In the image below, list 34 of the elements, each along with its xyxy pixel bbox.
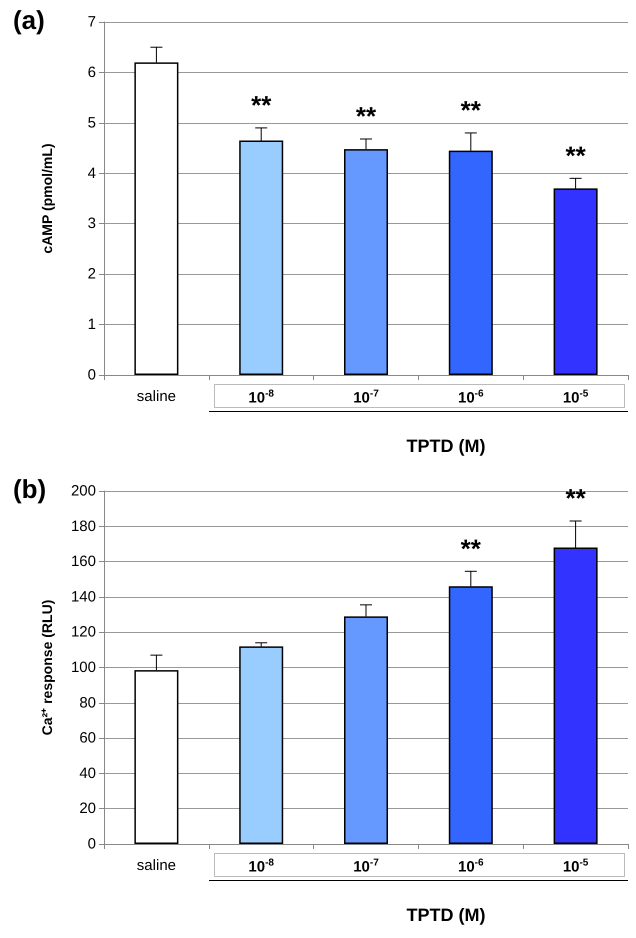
y-tick-label: 160 <box>70 553 96 570</box>
chart-title: (b) <box>13 474 46 504</box>
y-tick-label: 0 <box>88 836 96 852</box>
y-tick-label: 60 <box>79 730 96 747</box>
y-tick-label: 0 <box>88 366 96 384</box>
annotation: ** <box>356 100 377 131</box>
x-tick-label: saline <box>136 857 176 874</box>
y-tick-label: 40 <box>79 764 96 782</box>
y-tick-label: 20 <box>79 800 96 818</box>
annotation: ** <box>565 140 587 170</box>
y-tick-label: 5 <box>88 114 96 132</box>
annotation: ** <box>460 94 482 125</box>
annotation: ** <box>565 483 587 514</box>
bar <box>239 646 284 844</box>
y-tick-label: 7 <box>88 14 96 30</box>
y-axis-title: Ca²⁺ response (RLU) <box>39 600 55 736</box>
y-tick-label: 100 <box>70 659 96 676</box>
y-tick-label: 180 <box>70 518 96 535</box>
x-axis-title: TPTD (M) <box>406 905 486 925</box>
y-tick-label: 80 <box>79 694 96 712</box>
x-axis-title: TPTD (M) <box>406 436 486 456</box>
y-tick-label: 140 <box>70 588 96 606</box>
y-axis-title: cAMP (pmol/mL) <box>39 143 55 254</box>
y-tick-label: 6 <box>88 64 96 81</box>
annotation: ** <box>251 90 272 120</box>
y-tick-label: 4 <box>88 164 96 182</box>
y-tick-label: 1 <box>88 316 96 334</box>
y-tick-label: 200 <box>70 482 96 500</box>
y-tick-label: 2 <box>88 266 96 283</box>
y-tick-label: 3 <box>88 215 96 232</box>
x-tick-label: saline <box>136 388 176 405</box>
y-tick-label: 120 <box>70 624 96 641</box>
annotation: ** <box>460 533 482 564</box>
chart-title: (a) <box>13 5 45 35</box>
